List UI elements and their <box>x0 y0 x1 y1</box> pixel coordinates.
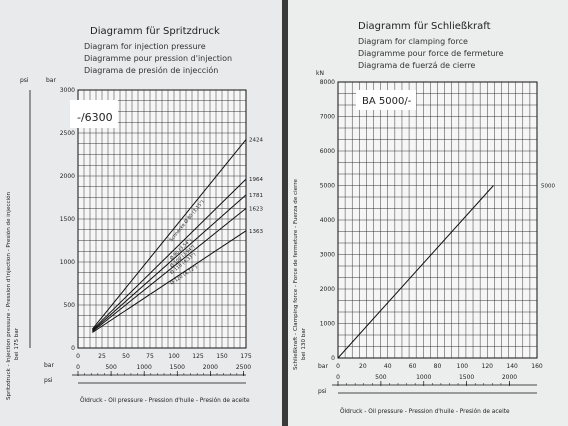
x-tick-label: 160 <box>531 363 543 370</box>
y-tick-label: 2000 <box>320 286 335 293</box>
series-line <box>92 230 247 333</box>
x-tick-label: 100 <box>457 363 469 370</box>
x-tick-label: 125 <box>192 353 204 360</box>
y-tick-label: 5000 <box>320 183 335 190</box>
psi-tick-label: 2000 <box>502 374 517 381</box>
psi-tick-label: 2000 <box>203 364 218 371</box>
x-tick-label: 50 <box>122 353 130 360</box>
left-unit-bar: bar <box>46 77 56 84</box>
y-tick-label: 0 <box>71 345 75 352</box>
right-subtitle-fr: Diagramme pour force de fermeture <box>358 49 504 58</box>
psi-tick-label: 1500 <box>170 364 185 371</box>
x-tick-label: 25 <box>98 353 106 360</box>
y-tick-label: 0 <box>331 355 335 362</box>
x-tick-label: 150 <box>216 353 228 360</box>
psi-tick-label: 0 <box>336 374 340 381</box>
right-title: Diagramm für Schließkraft <box>358 21 491 32</box>
left-x-unit-psi: psi <box>44 377 53 384</box>
y-tick-label: 3000 <box>60 87 75 94</box>
y-tick-label: 4000 <box>320 217 335 224</box>
series-end-label: 5000 <box>541 184 555 190</box>
x-tick-label: 80 <box>434 363 442 370</box>
right-model-box <box>356 90 416 110</box>
y-tick-label: 500 <box>64 302 76 309</box>
left-title: Diagramm für Spritzdruck <box>90 26 220 37</box>
y-tick-label: 7000 <box>320 114 335 121</box>
right-subtitle-en: Diagram for clamping force <box>358 37 468 46</box>
right-ylabel2: bei 130 bar <box>301 327 307 360</box>
series-line <box>337 185 494 359</box>
left-model-label: -/6300 <box>77 111 113 124</box>
left-subtitle-en: Diagram for injection pressure <box>84 42 206 51</box>
psi-tick-label: 1000 <box>416 374 431 381</box>
y-tick-label: 6000 <box>320 148 335 155</box>
x-tick-label: 100 <box>168 353 180 360</box>
left-x-unit-bar: bar <box>44 362 54 369</box>
x-tick-label: 75 <box>146 353 154 360</box>
y-tick-label: 1000 <box>320 321 335 328</box>
x-tick-label: 175 <box>240 353 252 360</box>
x-tick-label: 40 <box>384 363 392 370</box>
psi-tick-label: 2500 <box>236 364 251 371</box>
y-tick-label: 8000 <box>320 79 335 86</box>
series-line <box>92 194 247 332</box>
x-tick-label: 140 <box>506 363 518 370</box>
series-line <box>92 208 247 333</box>
injection-pressure-plot: 0 25 50 75 100 125 150 175 0 500 1000 1500 2000 2500 3… <box>29 87 263 384</box>
series-line <box>92 178 247 331</box>
right-subtitle-es: Diagrama de fuerzá de cierre <box>358 61 475 70</box>
right-x-unit-bar: bar <box>318 363 328 370</box>
x-tick-label: 60 <box>409 363 417 370</box>
left-unit-psi: psi <box>20 77 29 84</box>
series-end-label: 2424 <box>249 138 263 144</box>
left-xlabel: Öldruck - Oil pressure - Pression d'huil… <box>80 397 250 404</box>
series-end-label: 1964 <box>249 177 263 183</box>
clamping-force-plot: 0 20 40 60 80 100 120 140 160 0 1000 2000 3000 4000 50… <box>320 79 555 394</box>
right-ylabel: Schließkraft - Clamping force - Force de… <box>293 178 299 370</box>
left-subtitle-es: Diagrama de presión de injección <box>84 65 218 75</box>
y-tick-label: 1000 <box>60 259 75 266</box>
x-tick-label: 120 <box>482 363 494 370</box>
left-ylabel: Spritzdruck - Injection pressure - Press… <box>5 191 12 400</box>
series-end-label: 1781 <box>249 193 263 199</box>
psi-tick-label: 1000 <box>137 364 152 371</box>
right-xlabel: Öldruck - Oil pressure - Pression d'huil… <box>340 408 510 415</box>
left-subtitle-fr: Diagramme pour pression d'injection <box>84 54 232 63</box>
left-ylabel2: bei 175 bar <box>14 327 20 360</box>
series-end-label: 1363 <box>249 229 263 235</box>
y-tick-label: 1500 <box>60 216 75 223</box>
y-tick-label: 2500 <box>60 130 75 137</box>
x-tick-label: 0 <box>336 363 340 370</box>
left-model-box <box>70 100 118 128</box>
series-end-label: 1623 <box>249 206 263 212</box>
y-tick-label: 3000 <box>320 252 335 259</box>
y-tick-label: 2000 <box>60 173 75 180</box>
right-x-unit-psi: psi <box>318 388 327 395</box>
psi-tick-label: 0 <box>76 364 80 371</box>
x-tick-label: 0 <box>76 353 80 360</box>
series-line <box>92 139 247 330</box>
psi-tick-label: 500 <box>375 374 387 381</box>
right-unit-kn: kN <box>316 70 324 77</box>
right-model-label: BA 5000/- <box>362 96 412 107</box>
psi-tick-label: 500 <box>105 364 117 371</box>
x-tick-label: 20 <box>359 363 367 370</box>
psi-tick-label: 1500 <box>459 374 474 381</box>
